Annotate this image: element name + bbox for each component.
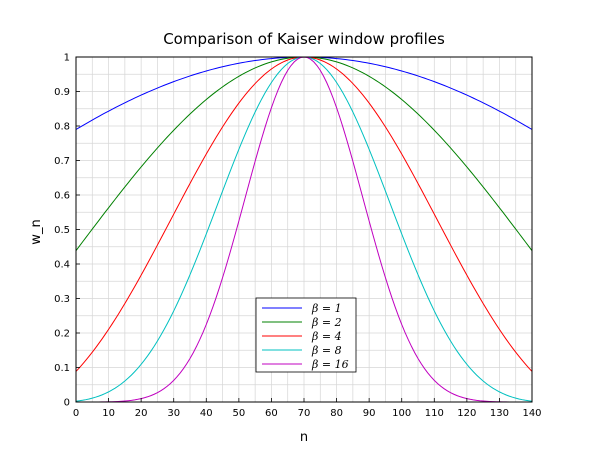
- x-axis-label: n: [300, 430, 308, 445]
- legend-label: β = 16: [311, 358, 349, 371]
- x-tick-label: 120: [457, 408, 476, 419]
- x-tick-label: 50: [232, 408, 245, 419]
- x-tick-label: 0: [73, 408, 79, 419]
- legend-label: β = 4: [311, 330, 342, 343]
- x-tick-label: 90: [363, 408, 376, 419]
- y-tick-label: 0.9: [54, 87, 70, 98]
- legend-label: β = 2: [311, 316, 342, 329]
- y-tick-label: 0.4: [54, 260, 70, 271]
- chart-title: Comparison of Kaiser window profiles: [163, 30, 445, 48]
- y-tick-label: 0.7: [54, 156, 70, 167]
- y-tick-label: 0.2: [54, 329, 70, 340]
- x-tick-label: 20: [135, 408, 148, 419]
- x-tick-label: 30: [167, 408, 180, 419]
- y-tick-label: 1: [64, 53, 70, 64]
- legend-box: [255, 297, 357, 373]
- y-axis-label: w_n: [29, 219, 44, 244]
- x-tick-label: 70: [298, 408, 311, 419]
- legend: β = 1β = 2β = 4β = 8β = 16: [255, 297, 357, 373]
- legend-label: β = 1: [311, 302, 342, 315]
- y-tick-label: 0.3: [54, 294, 70, 305]
- ticks: 0 10 20 30 40 50 60 70 80 90 100 110 120 130 140 0 0.1 0.…: [54, 53, 541, 420]
- x-tick-label: 110: [425, 408, 444, 419]
- x-tick-label: 10: [102, 408, 115, 419]
- y-tick-label: 0.6: [54, 191, 70, 202]
- x-tick-label: 100: [392, 408, 411, 419]
- y-tick-label: 0.5: [54, 225, 70, 236]
- x-tick-label: 130: [490, 408, 509, 419]
- x-tick-label: 60: [265, 408, 278, 419]
- y-tick-label: 0.8: [54, 122, 70, 133]
- x-tick-label: 80: [330, 408, 343, 419]
- y-tick-label: 0.1: [54, 363, 70, 374]
- x-tick-label: 140: [522, 408, 541, 419]
- y-tick-label: 0: [64, 398, 70, 409]
- x-tick-label: 40: [200, 408, 213, 419]
- legend-label: β = 8: [311, 344, 342, 357]
